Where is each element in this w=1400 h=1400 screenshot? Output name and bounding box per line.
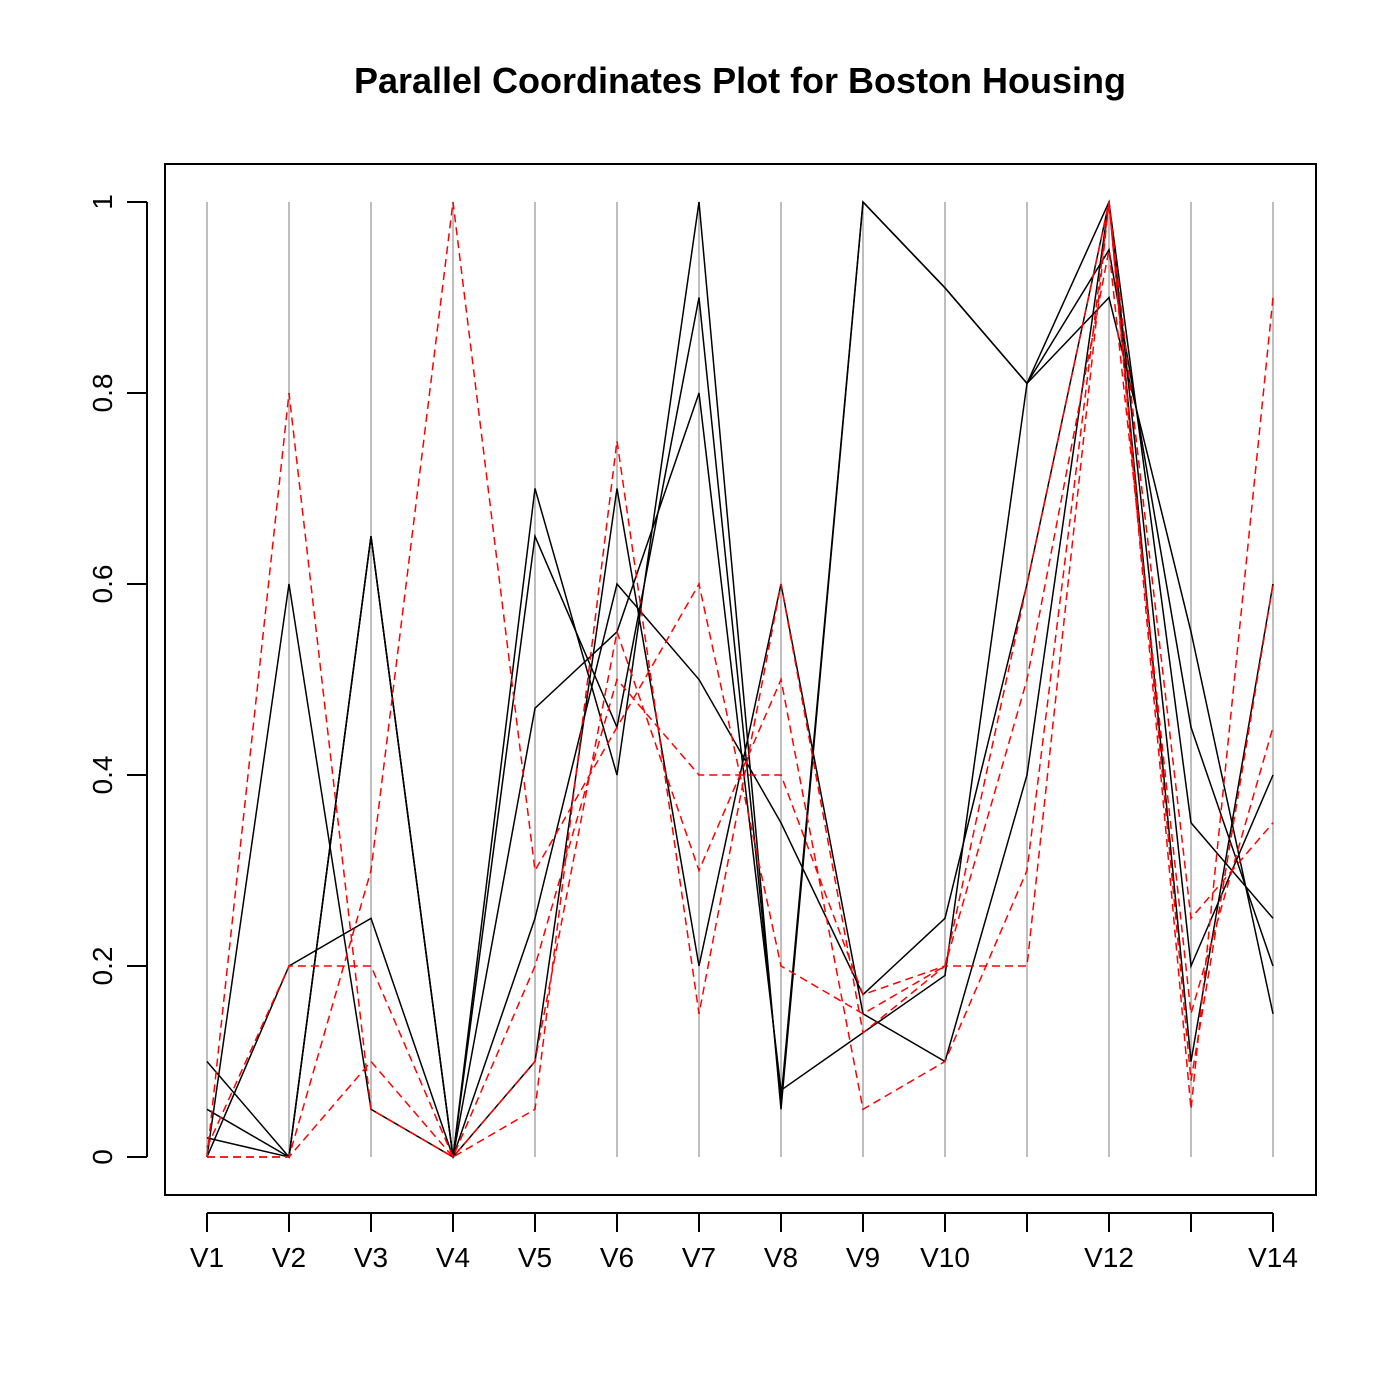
x-tick-label-v8: V8 <box>764 1242 798 1273</box>
x-tick-label-v10: V10 <box>920 1242 970 1273</box>
black-solid-profile-4 <box>206 201 1274 1160</box>
x-tick-label-v12: V12 <box>1084 1242 1134 1273</box>
series-solid-black <box>206 199 1274 1160</box>
y-tick-label-0.8: 0.8 <box>87 374 118 413</box>
x-tick-label-v14: V14 <box>1248 1242 1298 1273</box>
x-tick-label-v9: V9 <box>846 1242 880 1273</box>
x-tick-label-v3: V3 <box>354 1242 388 1273</box>
y-tick-label-0.2: 0.2 <box>87 947 118 986</box>
vertical-axis-lines <box>206 202 1274 1157</box>
y-tick-label-1: 1 <box>87 194 118 210</box>
x-tick-label-v5: V5 <box>518 1242 552 1273</box>
series-dashed-red <box>206 201 1274 1159</box>
black-solid-profile-2 <box>206 200 1274 1159</box>
black-solid-profile-5 <box>206 201 1274 1158</box>
black-solid-profile-3 <box>206 200 1274 1159</box>
x-tick-label-v2: V2 <box>272 1242 306 1273</box>
x-axis: V1 V2 V3 V4 V5 V6 V7 V8 V9 V10 V12 V14 <box>190 1212 1298 1273</box>
y-tick-label-0.4: 0.4 <box>87 756 118 795</box>
x-tick-label-v1: V1 <box>190 1242 224 1273</box>
y-tick-label-0.6: 0.6 <box>87 565 118 604</box>
x-tick-label-v6: V6 <box>600 1242 634 1273</box>
red-dashed-profile-1 <box>207 201 1274 1159</box>
chart-title: Parallel Coordinates Plot for Boston Hou… <box>353 60 1127 101</box>
plot-frame <box>164 163 1317 1196</box>
y-axis: 0 0.2 0.4 0.6 0.8 1 <box>87 194 148 1165</box>
x-tick-label-v7: V7 <box>682 1242 716 1273</box>
y-tick-label-0: 0 <box>87 1149 118 1165</box>
red-dashed-profile-4 <box>207 201 1274 1158</box>
x-tick-label-v4: V4 <box>436 1242 470 1273</box>
red-dashed-profile-2 <box>206 201 1274 1158</box>
black-solid-profile-1 <box>206 199 1274 1158</box>
